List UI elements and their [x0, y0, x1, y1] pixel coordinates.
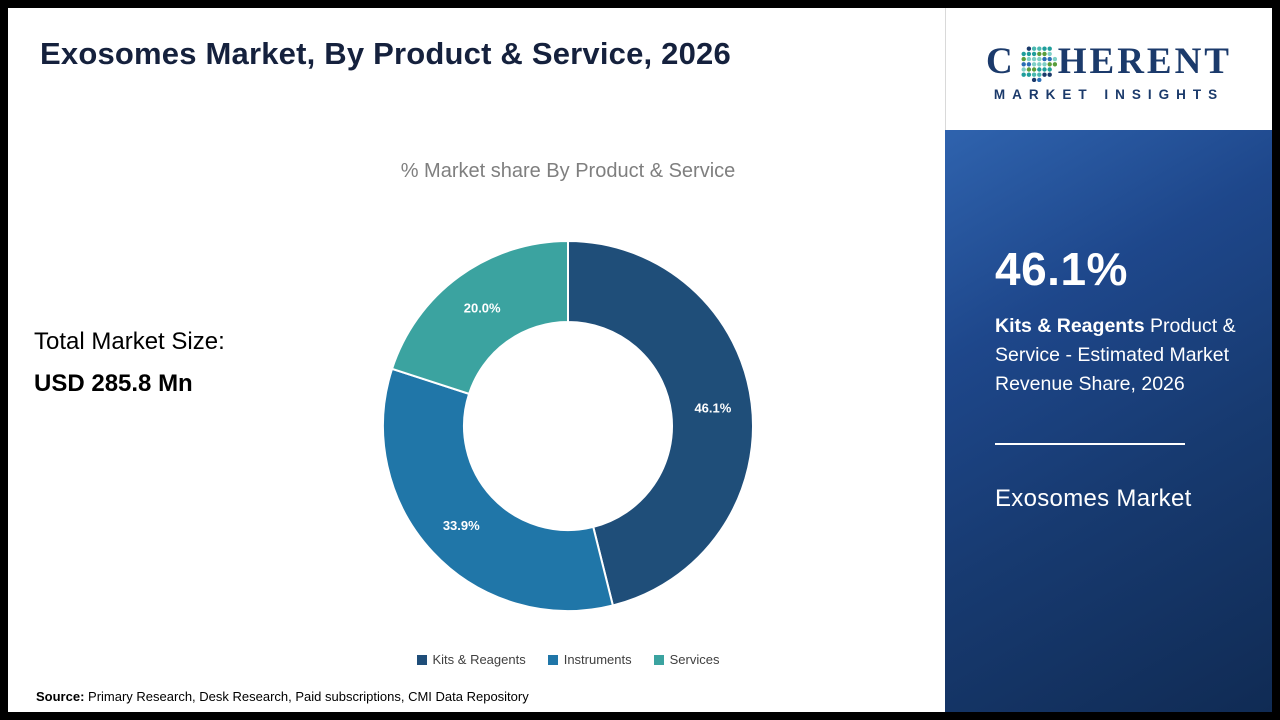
stat-description: Kits & Reagents Product & Service - Esti…	[995, 312, 1236, 399]
logo-dot	[1031, 67, 1037, 72]
stat-description-rest: Product & Service - Estimated Market Rev…	[995, 315, 1236, 395]
slice-label-2: 20.0%	[464, 300, 501, 315]
logo-dot	[1052, 62, 1057, 67]
donut-chart: 46.1% 33.9% 20.0%	[370, 228, 766, 624]
slice-label-1: 33.9%	[443, 518, 480, 533]
logo-dot	[1026, 46, 1031, 51]
logo-dot	[1047, 46, 1052, 51]
total-market-size-value: USD 285.8 Mn	[34, 370, 193, 397]
main-panel: Exosomes Market, By Product & Service, 2…	[8, 8, 945, 712]
total-market-size: Total Market Size: USD 285.8 Mn	[34, 328, 225, 398]
logo-dot	[1047, 56, 1052, 62]
source-label: Source:	[36, 689, 85, 704]
logo-dot	[1026, 62, 1031, 67]
logo-dot	[1026, 72, 1031, 77]
legend-label: Services	[669, 652, 720, 667]
logo-dot	[1021, 62, 1026, 67]
logo-dot	[1036, 56, 1042, 62]
stat-value: 46.1%	[995, 243, 1128, 295]
legend-label: Kits & Reagents	[432, 652, 526, 667]
logo-dot	[1052, 56, 1057, 62]
logo-dot	[1042, 72, 1047, 77]
legend-swatch-icon	[416, 654, 427, 665]
logo-letters-rest: HERENT	[1057, 40, 1232, 82]
logo-dot	[1031, 62, 1037, 67]
total-market-size-label: Total Market Size:	[34, 328, 225, 355]
logo-dot	[1036, 46, 1042, 51]
slice-label-0: 46.1%	[694, 401, 731, 416]
sidebar: C HERENT MARKET INSIGHTS 46.1% Kits & Re…	[945, 8, 1272, 712]
legend-swatch-icon	[653, 654, 664, 665]
page-title: Exosomes Market, By Product & Service, 2…	[40, 36, 731, 71]
logo-dot	[1026, 51, 1031, 57]
logo-dot	[1042, 62, 1047, 67]
sidebar-market-name: Exosomes Market	[995, 484, 1192, 512]
logo-dot	[1031, 56, 1037, 62]
logo-dot	[1026, 67, 1031, 72]
legend-item-1: Instruments	[547, 652, 632, 667]
coherent-wordmark: C HERENT	[986, 40, 1232, 82]
logo-dot	[1021, 72, 1026, 77]
logo-dot	[1026, 56, 1031, 62]
logo-dot	[1047, 72, 1052, 77]
logo-dot	[1036, 77, 1042, 82]
logo-dot	[1047, 51, 1052, 57]
source-text: Primary Research, Desk Research, Paid su…	[84, 689, 529, 704]
sidebar-body: 46.1% Kits & Reagents Product & Service …	[945, 130, 1272, 712]
donut-segment-0	[567, 239, 754, 607]
stat-description-bold: Kits & Reagents	[995, 315, 1145, 337]
logo-dot	[1031, 72, 1037, 77]
logo-dot	[1021, 67, 1026, 72]
legend-item-0: Kits & Reagents	[416, 652, 526, 667]
logo-subtitle: MARKET INSIGHTS	[993, 87, 1225, 102]
legend-item-2: Services	[653, 652, 720, 667]
logo-dot	[1047, 62, 1052, 67]
logo-dot	[1042, 67, 1047, 72]
logo-dot	[1047, 67, 1052, 72]
donut-segment-2	[390, 239, 569, 396]
legend-swatch-icon	[547, 654, 558, 665]
logo-dot	[1036, 51, 1042, 57]
logo-dot	[1036, 72, 1042, 77]
logo-dot	[1036, 67, 1042, 72]
logo-dot	[1042, 56, 1047, 62]
logo-letter-c: C	[986, 40, 1016, 82]
donut-segment-1	[382, 367, 615, 612]
logo-dot	[1031, 51, 1037, 57]
coherent-mosaic-globe-icon	[1021, 46, 1057, 82]
sidebar-divider	[995, 442, 1185, 445]
legend-label: Instruments	[563, 652, 632, 667]
logo-dot	[1042, 46, 1047, 51]
logo-dot	[1021, 56, 1026, 62]
chart-legend: Kits & Reagents Instruments Services	[268, 652, 868, 667]
logo-dot	[1042, 51, 1047, 57]
logo-dot	[1031, 46, 1037, 51]
logo-dot	[1036, 62, 1042, 67]
logo-dot	[1031, 77, 1037, 82]
coherent-logo: C HERENT MARKET INSIGHTS	[945, 8, 1272, 130]
donut-chart-svg: 46.1% 33.9% 20.0%	[382, 239, 754, 612]
source-line: Source: Primary Research, Desk Research,…	[36, 689, 529, 704]
logo-dot	[1021, 51, 1026, 57]
chart-title: % Market share By Product & Service	[400, 160, 736, 182]
